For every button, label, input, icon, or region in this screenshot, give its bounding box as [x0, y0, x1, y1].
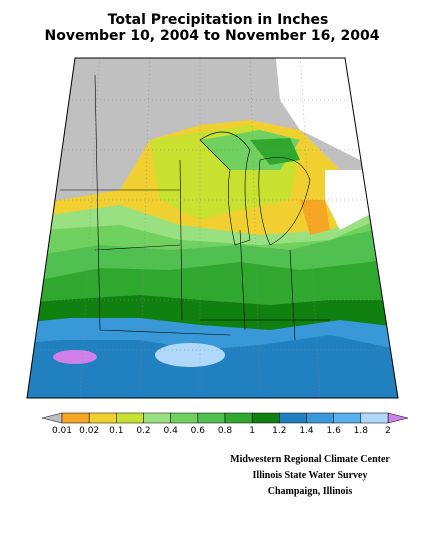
legend-label: 1	[249, 426, 255, 436]
legend-above	[387, 412, 409, 424]
legend-label: 0.4	[164, 426, 179, 436]
legend-swatch	[279, 412, 307, 424]
credit: Illinois State Water Survey	[253, 470, 368, 481]
legend-label: 1.4	[299, 426, 314, 436]
legend-swatch	[170, 412, 199, 424]
legend-swatch	[116, 412, 144, 424]
legend-label: 0.01	[52, 426, 72, 436]
legend-swatch	[197, 412, 226, 424]
legend-label: 1.2	[272, 426, 286, 436]
legend-label: 1.8	[354, 426, 369, 436]
legend-below	[41, 412, 63, 424]
legend-swatch	[88, 412, 117, 424]
legend-swatch	[224, 412, 253, 424]
legend: 0.01 0.02 0.1 0.2 0.4 0.6 0.8 1 1.2 1.4 1.6 1.8 2	[41, 412, 409, 436]
credit: Champaign, Illinois	[268, 486, 353, 497]
legend-label: 0.02	[79, 426, 99, 436]
legend-label: 0.2	[136, 426, 150, 436]
legend-swatch	[360, 412, 389, 424]
credit: Midwestern Regional Climate Center	[230, 454, 390, 465]
legend-swatch	[333, 412, 362, 424]
title-line: November 10, 2004 to November 16, 2004	[44, 28, 379, 44]
legend-swatch	[61, 412, 90, 424]
map	[27, 58, 398, 398]
legend-label: 0.8	[218, 426, 233, 436]
title-line: Total Precipitation in Inches	[108, 12, 329, 28]
map-frame	[26, 57, 399, 399]
legend-swatch	[306, 412, 334, 424]
legend-swatch	[143, 412, 171, 424]
legend-label: 2	[385, 426, 391, 436]
legend-label: 0.6	[191, 426, 206, 436]
legend-label: 0.1	[109, 426, 123, 436]
legend-swatch	[251, 412, 280, 424]
legend-label: 1.6	[327, 426, 342, 436]
